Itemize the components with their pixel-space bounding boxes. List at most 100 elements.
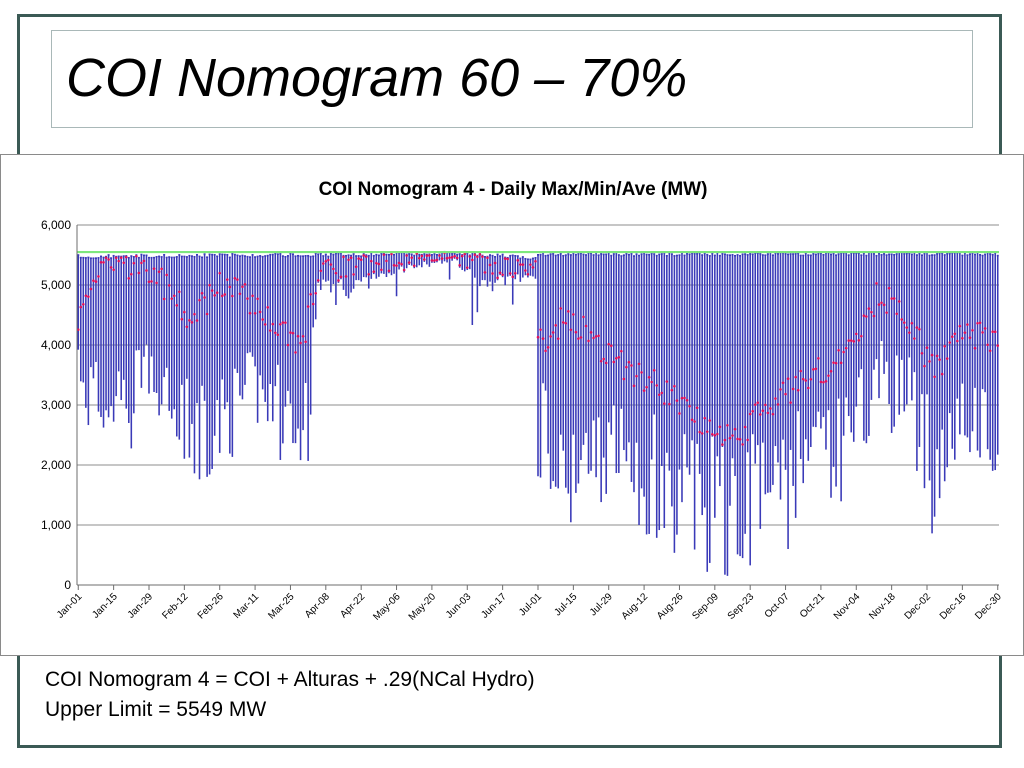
average-marker	[339, 275, 343, 279]
bar-cap	[736, 254, 739, 256]
average-marker	[395, 264, 398, 267]
range-bar	[643, 252, 645, 497]
bar-cap	[190, 255, 193, 257]
bar-cap	[728, 254, 731, 256]
x-tick-label: Jan-29	[126, 591, 156, 621]
average-marker	[465, 266, 469, 269]
average-marker	[223, 293, 227, 296]
range-bar	[820, 253, 822, 429]
range-bar	[307, 255, 309, 461]
range-bar	[799, 255, 802, 459]
range-bar	[383, 253, 385, 274]
bar-cap	[317, 253, 320, 256]
average-marker	[716, 432, 719, 436]
average-marker	[554, 324, 557, 327]
average-marker	[536, 335, 540, 339]
average-marker	[369, 259, 373, 263]
x-tick-label: Oct-21	[798, 591, 827, 620]
range-bar	[203, 254, 206, 401]
bar-cap	[660, 253, 663, 255]
range-bar	[943, 254, 946, 482]
range-bar	[655, 255, 658, 538]
range-bar	[299, 256, 302, 461]
average-marker	[796, 388, 800, 392]
x-tick-label: May-06	[371, 591, 403, 623]
x-tick-label: Aug-12	[620, 591, 651, 622]
range-bar	[211, 254, 213, 469]
range-bar	[959, 252, 961, 435]
average-marker	[246, 297, 249, 300]
average-marker	[551, 331, 555, 334]
bar-cap	[910, 253, 913, 256]
range-bar	[517, 256, 519, 275]
range-bar	[984, 254, 986, 393]
range-bar	[645, 254, 648, 535]
average-marker	[885, 311, 888, 314]
average-marker	[311, 302, 315, 306]
average-marker	[769, 407, 772, 410]
bar-cap	[456, 253, 459, 256]
range-bar	[330, 253, 332, 293]
average-marker	[460, 254, 464, 258]
average-marker	[306, 305, 310, 308]
range-bar	[933, 255, 936, 517]
range-bar	[196, 254, 198, 404]
bar-cap	[309, 255, 312, 258]
range-bar	[352, 253, 355, 289]
average-marker	[905, 326, 909, 329]
range-bar	[580, 253, 582, 461]
average-marker	[756, 401, 760, 405]
bar-cap	[218, 253, 221, 255]
range-bar	[148, 257, 150, 394]
bar-cap	[739, 254, 742, 257]
range-bar	[660, 253, 663, 467]
range-bar	[413, 255, 416, 269]
average-marker	[84, 294, 88, 298]
average-marker	[231, 294, 234, 298]
range-bar	[630, 253, 633, 482]
title-box: COI Nomogram 60 – 70%	[51, 30, 973, 128]
bar-cap	[142, 254, 145, 257]
range-bar	[784, 253, 787, 470]
range-bar	[749, 253, 751, 566]
bar-cap	[165, 256, 168, 259]
range-bar	[648, 254, 650, 534]
range-bar	[741, 254, 744, 559]
average-marker	[178, 290, 181, 294]
average-marker	[463, 252, 467, 256]
bar-cap	[799, 254, 802, 257]
bar-cap	[701, 254, 704, 256]
range-bar	[729, 255, 731, 506]
bar-cap	[554, 254, 557, 257]
range-bar	[890, 254, 893, 433]
bar-cap	[893, 253, 896, 256]
average-marker	[592, 336, 595, 340]
bar-cap	[160, 256, 163, 258]
bar-cap	[178, 254, 181, 256]
range-bar	[951, 253, 954, 449]
y-tick-label: 5,000	[41, 278, 71, 292]
range-bar	[865, 255, 868, 444]
average-marker	[996, 344, 1000, 347]
bar-cap	[544, 254, 547, 257]
range-bar	[565, 255, 567, 488]
range-bar	[994, 252, 996, 471]
bar-cap	[494, 256, 497, 258]
average-marker	[913, 337, 916, 340]
average-marker	[738, 438, 742, 441]
average-marker	[698, 430, 701, 434]
bar-cap	[577, 253, 580, 255]
average-marker	[991, 330, 994, 333]
average-marker	[544, 349, 547, 353]
range-bar	[926, 252, 928, 395]
average-marker	[632, 384, 636, 388]
range-bar	[802, 255, 805, 484]
average-marker	[665, 380, 669, 383]
bar-cap	[195, 253, 198, 256]
average-marker	[753, 403, 757, 406]
bar-cap	[499, 255, 502, 257]
range-bar	[342, 255, 345, 290]
bar-cap	[201, 256, 204, 259]
range-bar	[193, 256, 196, 474]
bar-cap	[746, 254, 749, 256]
